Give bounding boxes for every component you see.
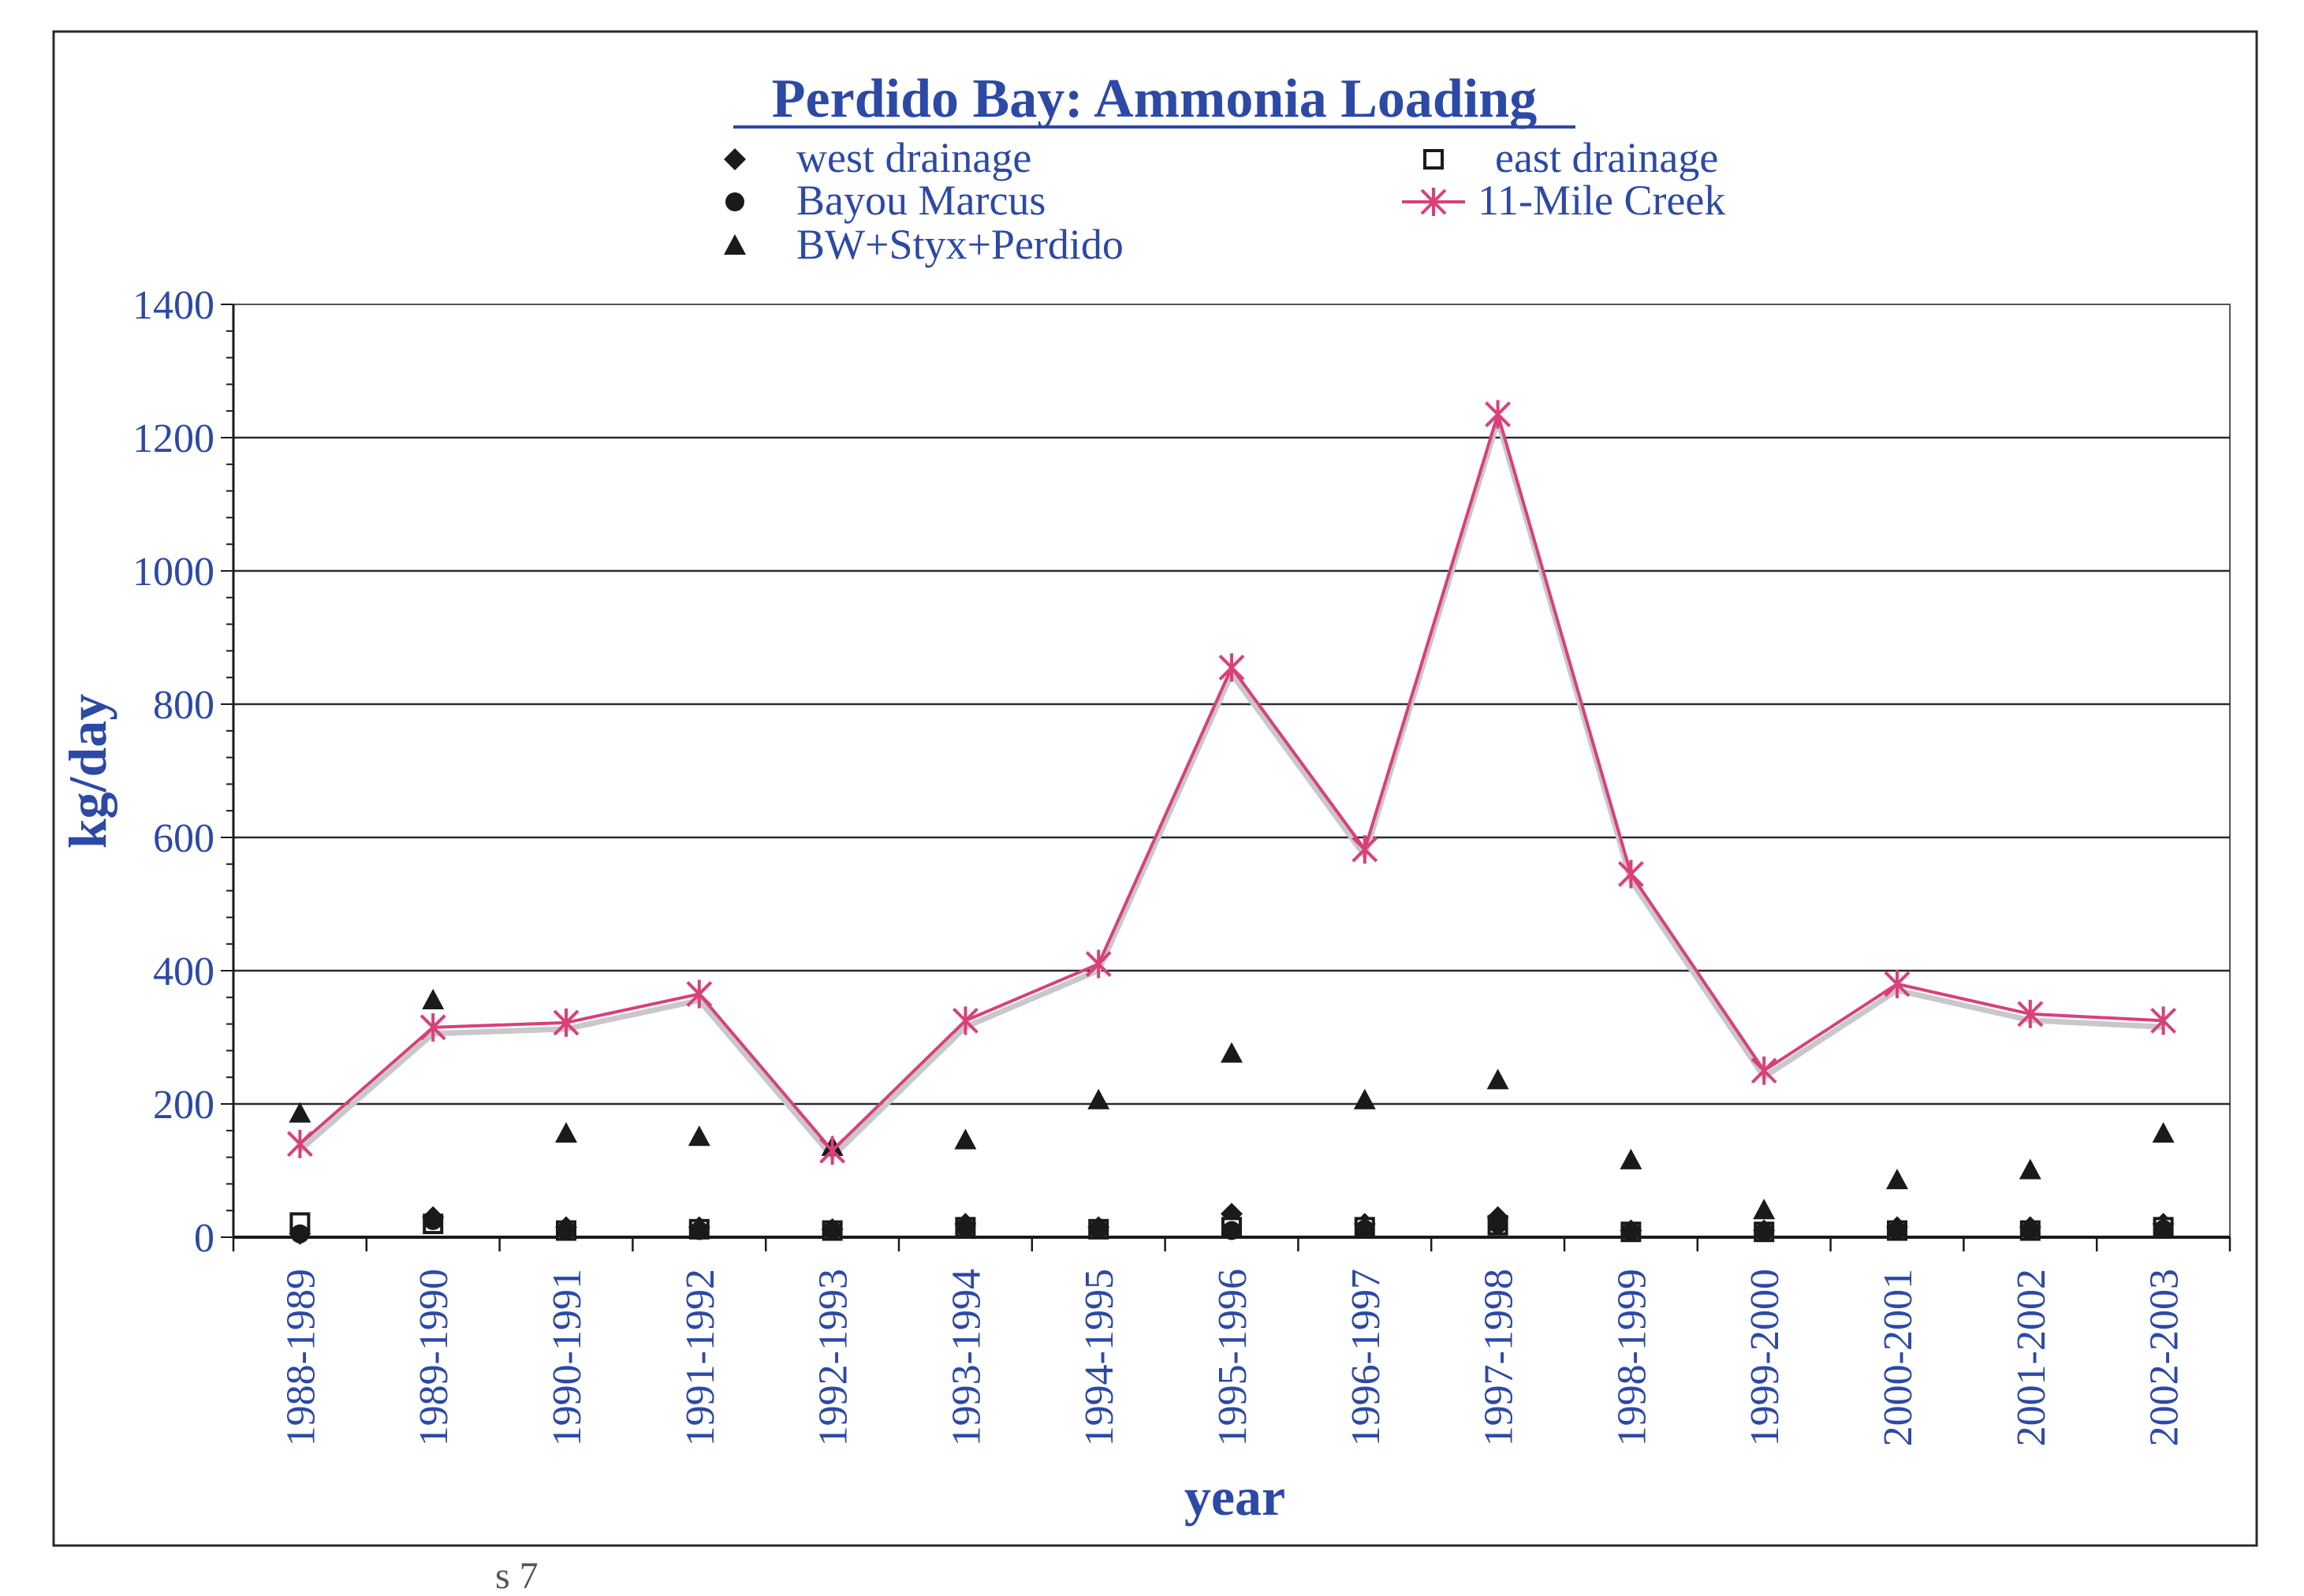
x-tick-label: 1991-1992 (678, 1269, 723, 1446)
legend-label: Bayou Marcus (796, 177, 1046, 224)
x-tick-label: 1990-1991 (545, 1269, 590, 1446)
legend: west drainage east drainage Bayou Marcus 11… (724, 134, 1725, 268)
data-point-bayou-marcus (1355, 1219, 1374, 1239)
data-point-bayou-marcus (2020, 1221, 2040, 1240)
y-tick-label: 400 (153, 949, 214, 994)
y-tick-label: 1400 (132, 283, 214, 328)
legend-item-bayou-marcus: Bayou Marcus (725, 177, 1046, 224)
legend-marker-11-mile-creek (1420, 188, 1447, 216)
data-point-bayou-marcus (290, 1224, 310, 1244)
data-point-11-mile-creek (952, 1006, 979, 1035)
series-markers (286, 400, 2177, 1245)
y-axis-title: kg/day (58, 694, 117, 849)
data-point-bw-styx-perdido (422, 989, 445, 1010)
legend-item-west-drainage: west drainage (724, 134, 1031, 181)
x-tick-label: 1998-1999 (1609, 1269, 1654, 1446)
x-tick-label: 2001-2002 (2009, 1269, 2054, 1446)
data-point-11-mile-creek (1218, 653, 1245, 682)
x-tick-label: 1999-2000 (1743, 1269, 1788, 1446)
data-point-bw-styx-perdido (2152, 1122, 2175, 1143)
data-point-bayou-marcus (1888, 1221, 1907, 1240)
y-tick-label: 0 (194, 1216, 214, 1261)
legend-marker-east-drainage (1423, 149, 1444, 170)
y-tick-labels: 0 200 400 600 800 1000 1200 1400 (132, 283, 214, 1261)
data-point-bw-styx-perdido (1620, 1148, 1642, 1169)
x-axis-title: year (1184, 1467, 1285, 1527)
data-point-bayou-marcus (1621, 1222, 1641, 1242)
data-point-bw-styx-perdido (289, 1102, 311, 1123)
margin-note: s 7 (495, 1555, 539, 1592)
data-point-11-mile-creek (686, 979, 713, 1009)
data-point-bw-styx-perdido (688, 1125, 710, 1147)
x-tick-label: 1997-1998 (1477, 1269, 1522, 1446)
x-tick-label: 1992-1993 (811, 1269, 856, 1446)
data-point-bw-styx-perdido (1221, 1042, 1243, 1063)
data-point-bw-styx-perdido (1087, 1088, 1110, 1109)
x-tick-label: 1996-1997 (1344, 1269, 1389, 1446)
data-point-bayou-marcus (1488, 1214, 1508, 1234)
x-tick-label: 1993-1994 (944, 1269, 989, 1446)
x-tick-labels: 1988-1989 1989-1990 1990-1991 1991-1992 1992… (278, 1269, 2187, 1446)
legend-item-east-drainage: east drainage (1423, 134, 1718, 181)
data-point-bayou-marcus (689, 1221, 709, 1240)
data-point-11-mile-creek (1485, 400, 1512, 429)
data-point-bw-styx-perdido (1486, 1068, 1509, 1090)
data-point-11-mile-creek (2150, 1006, 2177, 1035)
data-point-bw-styx-perdido (1753, 1199, 1776, 1220)
data-point-11-mile-creek (819, 1136, 846, 1165)
data-point-11-mile-creek (1617, 860, 1644, 889)
data-point-11-mile-creek (553, 1008, 580, 1037)
data-point-bayou-marcus (1222, 1221, 1241, 1240)
y-tick-label: 800 (153, 683, 214, 728)
data-point-11-mile-creek (419, 1012, 446, 1042)
data-point-bw-styx-perdido (2019, 1158, 2041, 1180)
data-point-11-mile-creek (286, 1129, 313, 1158)
data-point-11-mile-creek (1884, 969, 1911, 998)
data-point-bayou-marcus (2153, 1219, 2173, 1239)
data-point-11-mile-creek (1085, 949, 1112, 979)
data-point-bayou-marcus (822, 1221, 842, 1240)
x-tick-label: 2002-2003 (2142, 1269, 2187, 1446)
legend-marker-west-drainage (724, 148, 746, 170)
legend-item-11-mile-creek: 11-Mile Creek (1402, 177, 1725, 224)
data-point-11-mile-creek (1750, 1056, 1777, 1085)
legend-label: west drainage (796, 134, 1031, 181)
data-point-bayou-marcus (1089, 1219, 1109, 1239)
legend-item-bw-styx-perdido: BW+Styx+Perdido (724, 221, 1124, 268)
legend-label: east drainage (1495, 134, 1718, 181)
data-point-bayou-marcus (1754, 1222, 1774, 1242)
y-tick-label: 200 (153, 1083, 214, 1128)
data-point-11-mile-creek (1351, 835, 1378, 864)
x-tick-label: 1988-1989 (278, 1269, 323, 1446)
x-tick-label: 2000-2001 (1876, 1269, 1921, 1446)
legend-marker-bw-styx-perdido (724, 234, 746, 255)
data-point-bw-styx-perdido (1886, 1169, 1908, 1190)
plot-area (233, 304, 2231, 1238)
x-tick-label: 1995-1996 (1210, 1269, 1255, 1446)
legend-marker-bayou-marcus (725, 192, 744, 211)
legend-label: BW+Styx+Perdido (796, 221, 1124, 268)
data-point-bayou-marcus (956, 1218, 975, 1237)
y-tick-label: 1000 (132, 550, 214, 595)
data-point-11-mile-creek (2017, 999, 2044, 1028)
data-point-bayou-marcus (423, 1210, 443, 1230)
data-point-bayou-marcus (557, 1221, 576, 1240)
chart-title: Perdido Bay: Ammonia Loading (772, 69, 1537, 129)
data-point-bw-styx-perdido (954, 1128, 977, 1150)
legend-label: 11-Mile Creek (1478, 177, 1725, 224)
x-tick-label: 1994-1995 (1077, 1269, 1122, 1446)
y-tick-label: 600 (153, 816, 214, 861)
y-tick-label: 1200 (132, 416, 214, 461)
data-point-bw-styx-perdido (555, 1122, 577, 1143)
x-tick-label: 1989-1990 (412, 1269, 457, 1446)
data-point-bw-styx-perdido (1353, 1088, 1376, 1109)
